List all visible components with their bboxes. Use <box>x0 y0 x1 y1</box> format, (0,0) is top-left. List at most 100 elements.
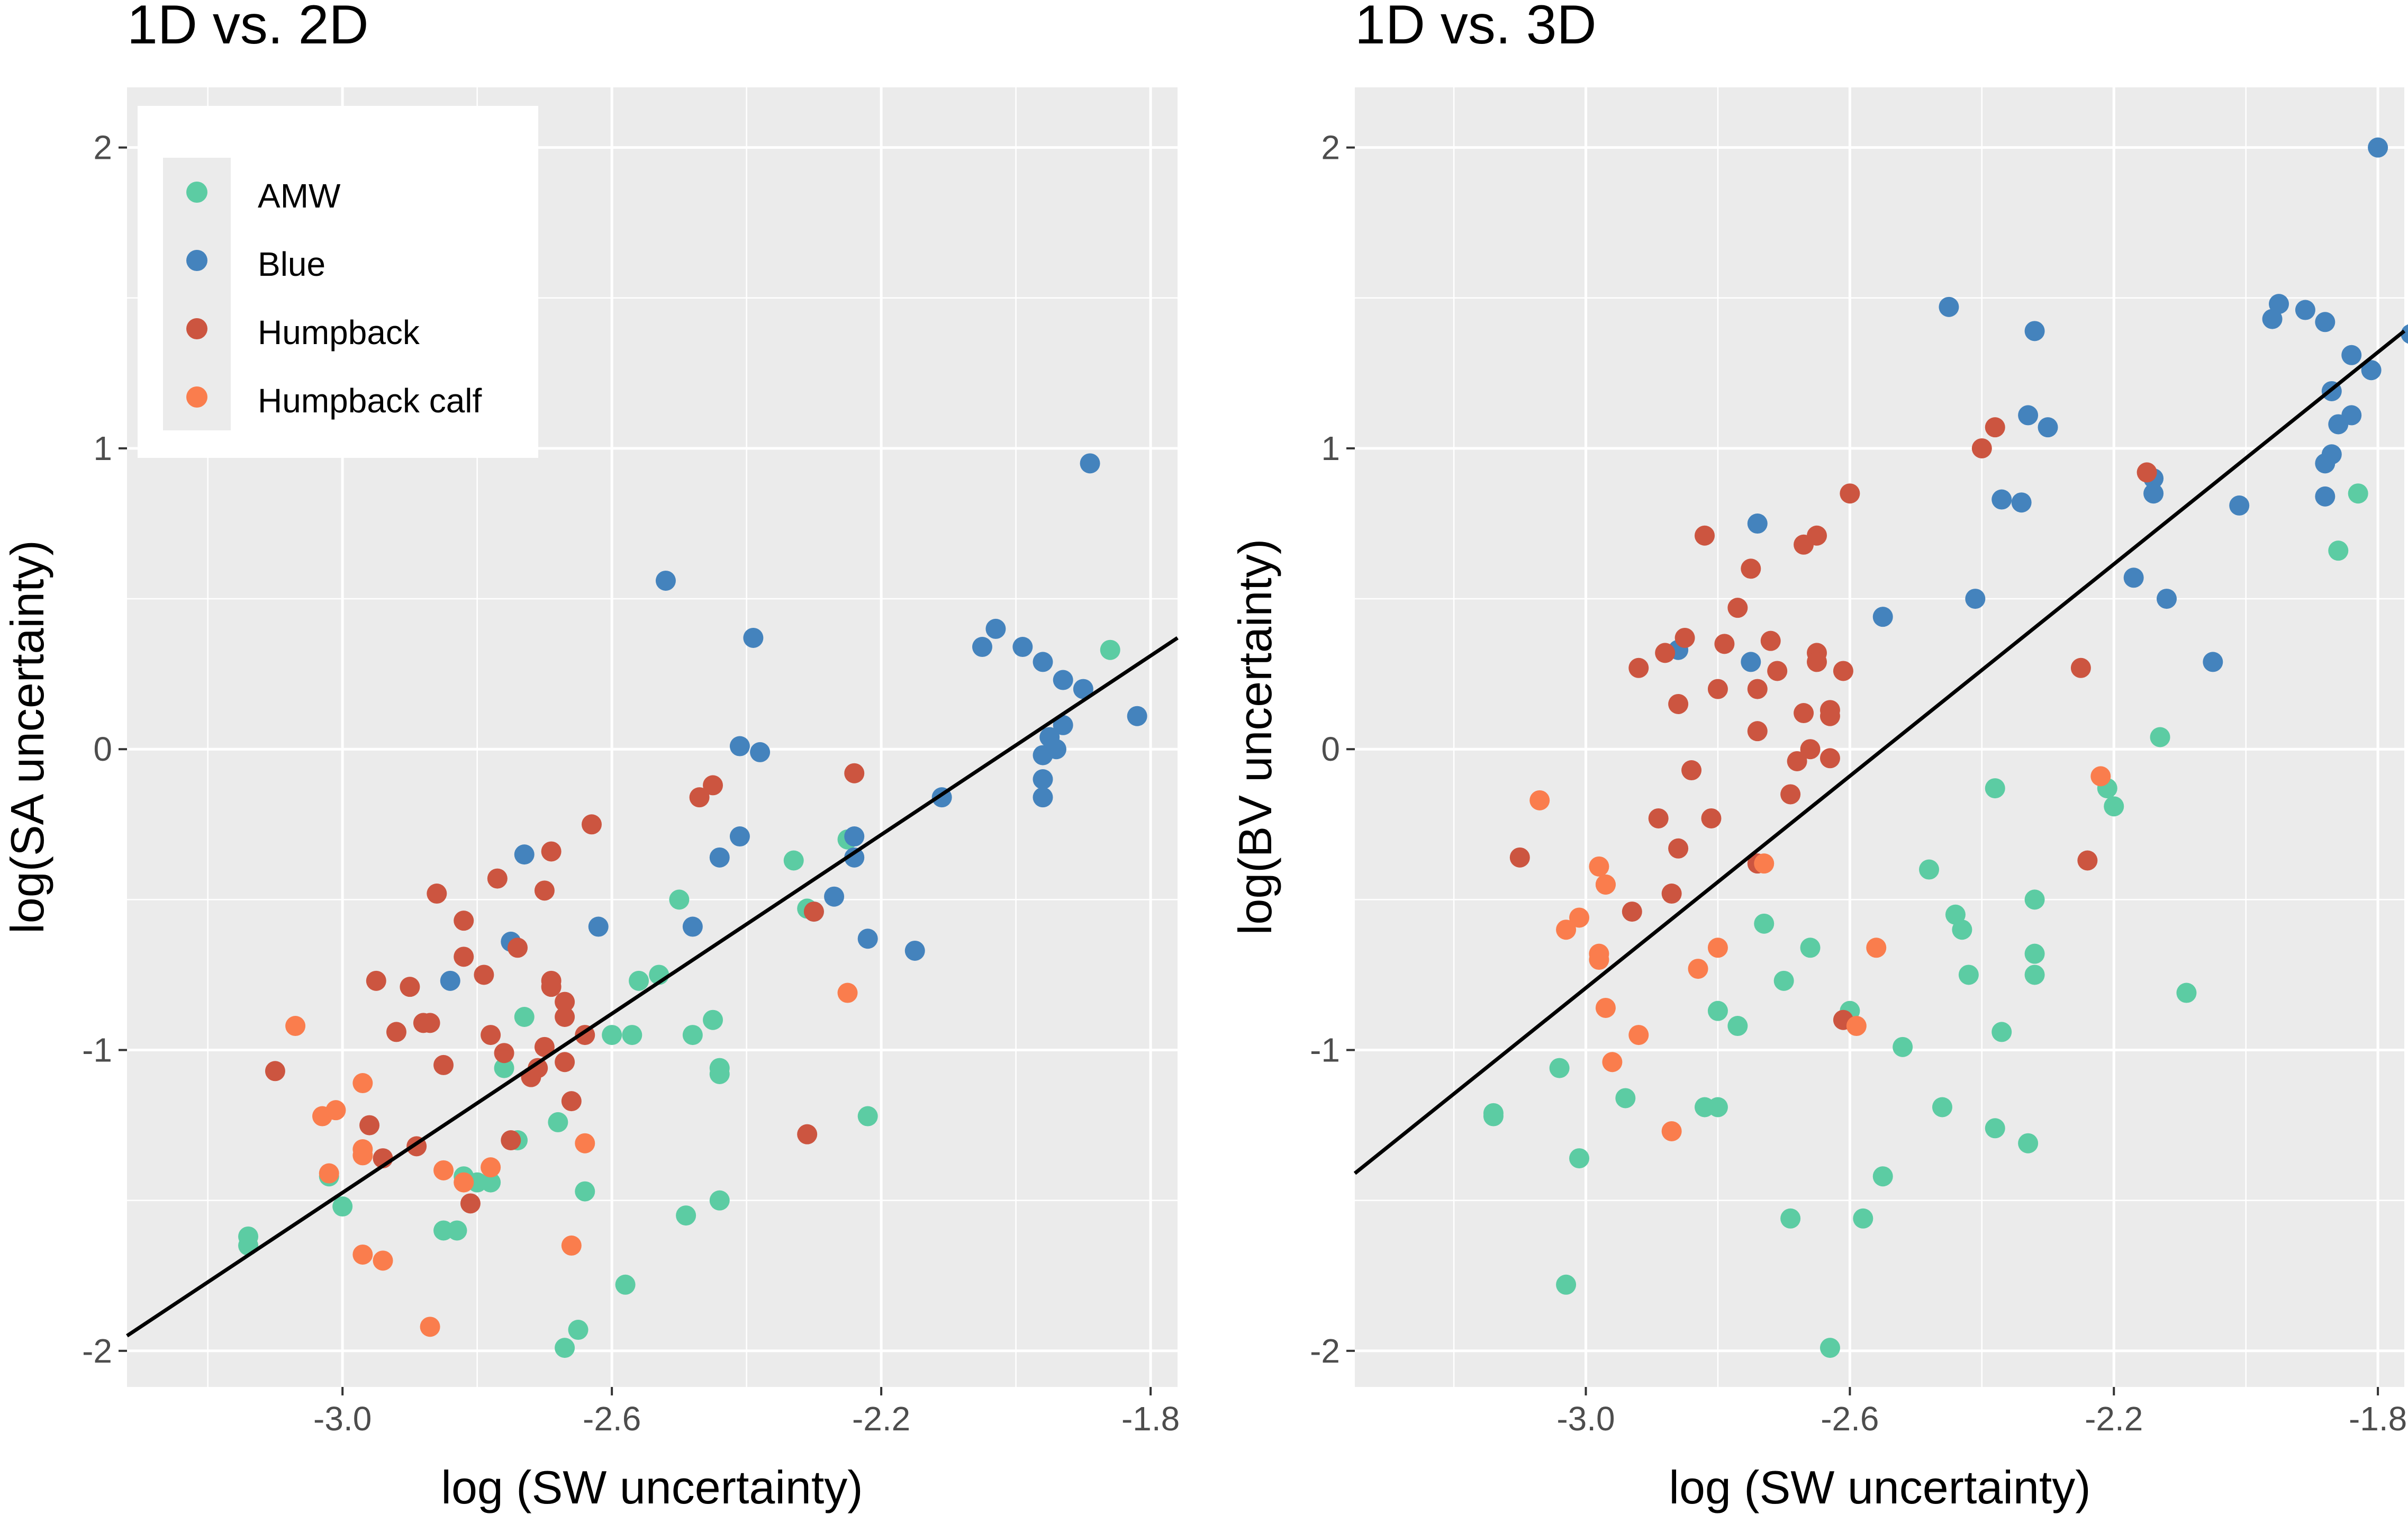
panel-left-point-humpback <box>534 880 555 901</box>
panel-right-point-humpback <box>2137 462 2157 483</box>
panel-right-point-humpback <box>1747 679 1768 699</box>
panel-left-point-humpback <box>265 1061 285 1082</box>
panel-right-point-amw <box>1615 1088 1636 1109</box>
panel-right-point-humpback-calf <box>1602 1052 1623 1073</box>
panel-left-point-blue <box>729 736 750 756</box>
panel-left-point-humpback <box>427 884 447 904</box>
panel-left-point-amw <box>703 1010 723 1030</box>
panel-left-point-blue <box>1080 453 1100 474</box>
panel-left-point-blue <box>824 886 845 907</box>
panel-right-point-humpback <box>1648 808 1669 828</box>
panel-left-y-tick-label: -1 <box>82 1031 112 1069</box>
panel-right-point-blue <box>2011 492 2032 513</box>
panel-right-point-humpback-calf <box>2090 766 2111 787</box>
panel-left-point-blue <box>972 637 992 657</box>
panel-right-point-humpback <box>1655 643 1676 663</box>
panel-right-point-humpback-calf <box>1556 920 1577 940</box>
panel-left-point-humpback <box>555 992 575 1012</box>
panel-left-x-tick-label: -1.8 <box>1121 1400 1180 1438</box>
panel-right-point-humpback <box>1971 438 1992 458</box>
panel-left-point-amw <box>332 1196 353 1217</box>
legend-label-amw: AMW <box>258 177 341 215</box>
panel-right-point-humpback-calf <box>1595 997 1616 1018</box>
panel-left-point-amw <box>568 1320 589 1340</box>
panel-left-point-amw <box>548 1112 568 1132</box>
panel-right-point-amw <box>1483 1106 1504 1127</box>
panel-left-point-humpback-calf <box>325 1100 346 1121</box>
panel-right-point-blue <box>1939 296 1959 317</box>
legend-keys <box>186 182 207 408</box>
panel-right-x-tick-label: -1.8 <box>2349 1400 2407 1438</box>
panel-left-point-humpback <box>501 1130 521 1151</box>
panel-left-point-amw <box>1100 639 1120 660</box>
panel-right-point-humpback-calf <box>1589 856 1609 877</box>
panel-right-point-humpback <box>1747 721 1768 742</box>
panel-left-point-blue <box>1033 652 1053 672</box>
panel-right-point-amw <box>1569 1148 1590 1169</box>
panel-right-point-humpback <box>1833 661 1853 681</box>
panel-right-point-humpback <box>2070 657 2091 678</box>
panel-right-y-tick-label: -1 <box>1310 1031 1340 1069</box>
panel-right-point-humpback <box>1800 739 1821 760</box>
panel-left-x-tick-label: -2.2 <box>852 1400 910 1438</box>
panel-left-point-humpback <box>460 1193 481 1214</box>
panel-left-point-amw <box>783 850 804 871</box>
panel-left-point-blue <box>1127 706 1147 726</box>
panel-right-point-humpback-calf <box>1754 853 1775 874</box>
panel-right-point-amw <box>1707 1001 1728 1021</box>
panel-right-point-blue <box>2024 321 2045 341</box>
panel-right-x-tick-label: -2.6 <box>1821 1400 1879 1438</box>
panel-left-point-amw <box>709 1064 730 1084</box>
panel-left-point-amw <box>676 1205 696 1226</box>
panel-left-point-humpback-calf <box>319 1163 339 1184</box>
panel-right-point-blue <box>1741 652 1761 672</box>
panel-right-point-humpback <box>1695 525 1715 546</box>
panel-right-point-humpback <box>1819 748 1840 769</box>
panel-left-point-humpback <box>541 977 562 997</box>
panel-right-point-humpback <box>1681 760 1702 781</box>
panel-left-point-humpback <box>481 1025 501 1046</box>
panel-right-point-humpback <box>1767 661 1788 681</box>
panel-right-point-amw <box>2024 965 2045 985</box>
panel-right-point-amw <box>1985 778 2005 799</box>
panel-left-point-amw <box>709 1190 730 1211</box>
legend-key-background <box>163 158 231 430</box>
panel-right-point-blue <box>2295 300 2315 320</box>
panel-left-point-amw <box>682 1025 703 1046</box>
panel-right-point-humpback <box>1701 808 1722 828</box>
panel-right-point-amw <box>2024 889 2045 910</box>
panel-left-point-amw <box>857 1106 878 1127</box>
panel-left-point-humpback-calf <box>352 1139 373 1160</box>
panel-right-point-blue <box>2341 345 2362 365</box>
panel-right-point-humpback-calf <box>1529 790 1550 810</box>
panel-left-point-humpback-calf <box>481 1157 501 1178</box>
panel-right-point-humpback <box>1707 679 1728 699</box>
panel-left-point-humpback-calf <box>352 1073 373 1094</box>
panel-right-point-blue <box>2321 444 2342 465</box>
panel-right-point-amw <box>2176 983 2197 1003</box>
panel-left-point-humpback <box>420 1013 440 1033</box>
panel-right-point-amw <box>1754 913 1775 934</box>
panel-right-point-humpback <box>1714 634 1735 654</box>
panel-left-point-blue <box>588 916 609 937</box>
panel-right-point-amw <box>1985 1118 2005 1139</box>
panel-left-point-amw <box>575 1181 595 1202</box>
panel-left-point-humpback-calf <box>575 1133 595 1153</box>
panel-right-point-blue <box>2401 324 2408 344</box>
panel-left-point-blue <box>440 970 460 991</box>
panel-left-point-humpback-calf <box>433 1160 454 1180</box>
panel-right-point-humpback <box>1674 627 1695 648</box>
panel-right-point-amw <box>1952 920 1972 940</box>
panel-right-point-blue <box>1991 489 2012 510</box>
panel-left-point-blue <box>743 627 764 648</box>
panel-left-point-amw <box>481 1172 501 1193</box>
panel-left-y-tick-label: 0 <box>93 730 112 768</box>
panel-left-point-humpback <box>844 763 865 783</box>
panel-left-point-blue <box>1033 769 1053 790</box>
panel-right-point-amw <box>1549 1058 1570 1078</box>
panel-right-point-humpback <box>1985 417 2005 438</box>
panel-left-point-humpback-calf <box>420 1317 440 1337</box>
panel-right-point-humpback-calf <box>1595 874 1616 895</box>
panel-left-point-humpback <box>581 814 602 835</box>
panel-right-point-blue <box>2123 567 2144 588</box>
